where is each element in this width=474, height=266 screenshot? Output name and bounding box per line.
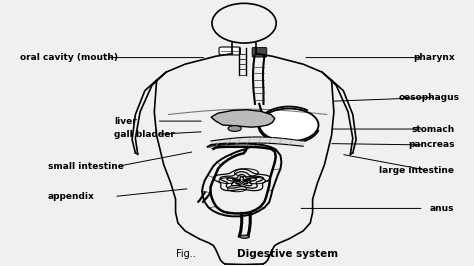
FancyBboxPatch shape bbox=[252, 48, 267, 57]
Text: oral cavity (mouth): oral cavity (mouth) bbox=[19, 53, 118, 62]
Text: appendix: appendix bbox=[48, 192, 95, 201]
Text: large intestine: large intestine bbox=[379, 165, 455, 174]
Text: Digestive system: Digestive system bbox=[237, 249, 338, 259]
Ellipse shape bbox=[228, 126, 241, 131]
Text: pancreas: pancreas bbox=[408, 140, 455, 149]
Text: pharynx: pharynx bbox=[413, 53, 455, 62]
Text: anus: anus bbox=[430, 204, 455, 213]
Text: stomach: stomach bbox=[411, 124, 455, 134]
Ellipse shape bbox=[261, 108, 318, 140]
Text: small intestine: small intestine bbox=[48, 161, 124, 171]
Text: Fig..: Fig.. bbox=[175, 249, 195, 259]
Text: gall bladder: gall bladder bbox=[114, 130, 175, 139]
Polygon shape bbox=[211, 110, 275, 127]
Ellipse shape bbox=[240, 235, 249, 238]
Text: oesophagus: oesophagus bbox=[398, 93, 459, 102]
FancyBboxPatch shape bbox=[219, 47, 240, 55]
Text: liver: liver bbox=[114, 117, 137, 126]
